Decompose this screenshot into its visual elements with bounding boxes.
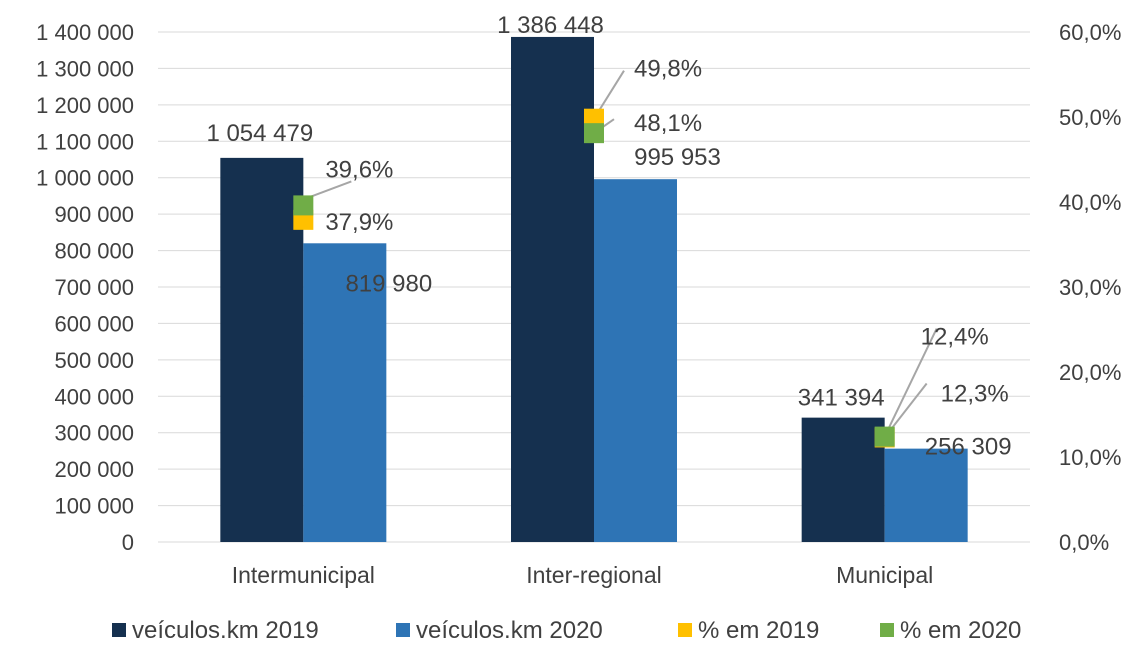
markers — [293, 108, 895, 448]
legend-label: veículos.km 2020 — [416, 617, 603, 644]
category-label: Inter-regional — [526, 562, 662, 588]
bar-2019 — [511, 36, 594, 542]
left-tick-label: 1 400 000 — [36, 20, 134, 45]
bar-2020-label: 256 309 — [925, 434, 1012, 461]
right-tick-label: 50,0% — [1059, 105, 1121, 130]
right-tick-label: 60,0% — [1059, 20, 1121, 45]
legend-swatch — [112, 623, 126, 637]
left-tick-label: 200 000 — [54, 457, 134, 482]
legend-label: veículos.km 2019 — [132, 617, 319, 644]
bar-2019-label: 1 386 448 — [497, 12, 604, 39]
left-tick-label: 1 100 000 — [36, 129, 134, 154]
marker-2020-label: 12,4% — [921, 324, 989, 351]
marker-2019-label: 49,8% — [634, 56, 702, 83]
legend-label: % em 2020 — [900, 617, 1021, 644]
right-tick-label: 0,0% — [1059, 530, 1109, 555]
marker-2019-label: 37,9% — [325, 209, 393, 236]
right-tick-label: 30,0% — [1059, 275, 1121, 300]
category-label: Municipal — [836, 562, 933, 588]
marker-2020-label: 48,1% — [634, 110, 702, 137]
legend: veículos.km 2019 veículos.km 2020 % em 201… — [112, 617, 1021, 644]
left-tick-label: 300 000 — [54, 421, 134, 446]
bar-2019 — [801, 417, 885, 542]
marker-2020 — [584, 123, 604, 144]
bar-2020 — [594, 179, 677, 543]
left-tick-label: 900 000 — [54, 202, 134, 227]
bar-2020 — [303, 243, 387, 542]
left-tick-label: 1 200 000 — [36, 93, 134, 118]
bar-2019-label: 341 394 — [798, 385, 885, 412]
bar-2020 — [884, 448, 968, 542]
legend-swatch — [880, 623, 894, 637]
legend-swatch — [678, 623, 692, 637]
marker-2020 — [293, 195, 314, 216]
marker-2019-label: 12,3% — [941, 380, 1009, 407]
left-tick-label: 800 000 — [54, 239, 134, 264]
bar-2019-label: 1 054 479 — [206, 120, 313, 147]
bar-2019 — [220, 157, 304, 543]
left-axis-ticks: 0 100 000 200 000 300 000 400 000 500 000 600 … — [36, 20, 134, 555]
left-tick-label: 0 — [122, 530, 134, 555]
right-tick-label: 40,0% — [1059, 190, 1121, 215]
left-tick-label: 100 000 — [54, 494, 134, 519]
bar-2020-label: 995 953 — [634, 144, 721, 171]
legend-swatch — [396, 623, 410, 637]
category-labels: Intermunicipal Inter-regional Municipal — [232, 562, 934, 588]
bars — [220, 36, 968, 543]
leader-line — [883, 328, 938, 438]
right-tick-label: 20,0% — [1059, 360, 1121, 385]
legend-label: % em 2019 — [698, 617, 819, 644]
marker-2020 — [874, 426, 895, 447]
left-tick-label: 1 300 000 — [36, 56, 134, 81]
left-tick-label: 400 000 — [54, 384, 134, 409]
category-label: Intermunicipal — [232, 562, 375, 588]
right-axis-ticks: 0,0% 10,0% 20,0% 30,0% 40,0% 50,0% 60,0% — [1059, 20, 1121, 555]
data-labels: 1 054 479 819 980 37,9% 39,6% 1 386 448 995 9… — [206, 12, 1011, 461]
left-tick-label: 1 000 000 — [36, 166, 134, 191]
left-tick-label: 600 000 — [54, 311, 134, 336]
bar-2020-label: 819 980 — [345, 270, 432, 297]
left-tick-label: 500 000 — [54, 348, 134, 373]
left-tick-label: 700 000 — [54, 275, 134, 300]
right-tick-label: 10,0% — [1059, 445, 1121, 470]
marker-2020-label: 39,6% — [325, 156, 393, 183]
